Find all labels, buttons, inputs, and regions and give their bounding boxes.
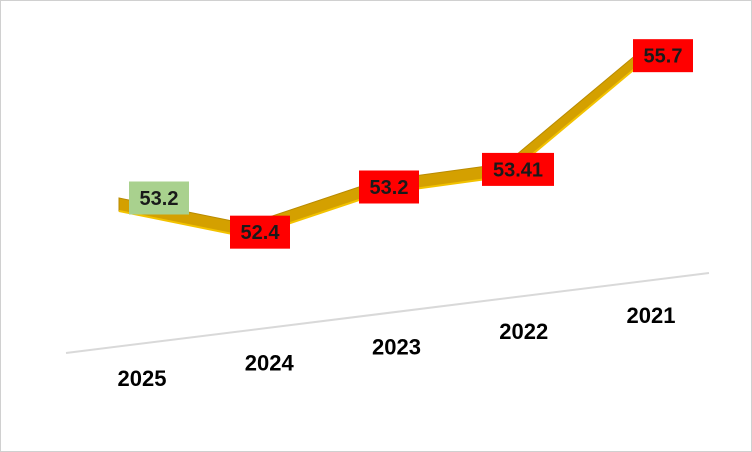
x-tick-label: 2023 bbox=[372, 335, 421, 360]
data-label-box bbox=[482, 152, 554, 186]
x-tick-labels: 2025 2024 2023 2022 2021 bbox=[118, 303, 676, 391]
x-tick-label: 2021 bbox=[627, 303, 676, 328]
ribbon-layer bbox=[118, 54, 636, 239]
data-label-value: 53.2 bbox=[370, 177, 409, 199]
x-tick-label: 2024 bbox=[245, 350, 295, 375]
data-label-box bbox=[633, 39, 693, 73]
ribbon-edge bbox=[118, 210, 249, 239]
data-label-box bbox=[129, 181, 189, 215]
data-labels: 53.2 52.4 53.2 53.41 55.7 bbox=[129, 39, 693, 249]
x-tick-label: 2025 bbox=[118, 366, 167, 391]
x-tick-label: 2022 bbox=[499, 319, 548, 344]
data-label: 55.7 bbox=[633, 39, 693, 73]
data-label: 53.2 bbox=[359, 170, 419, 204]
data-label-box bbox=[230, 215, 290, 249]
x-axis-line bbox=[65, 272, 710, 354]
data-label-value: 53.2 bbox=[140, 188, 179, 210]
data-label: 53.2 bbox=[129, 181, 189, 215]
data-label-value: 55.7 bbox=[644, 46, 683, 68]
data-label: 53.41 bbox=[482, 152, 554, 186]
data-label-box bbox=[359, 170, 419, 204]
data-label-value: 53.41 bbox=[493, 159, 543, 181]
data-label: 52.4 bbox=[230, 215, 290, 249]
data-label-value: 52.4 bbox=[241, 222, 281, 244]
